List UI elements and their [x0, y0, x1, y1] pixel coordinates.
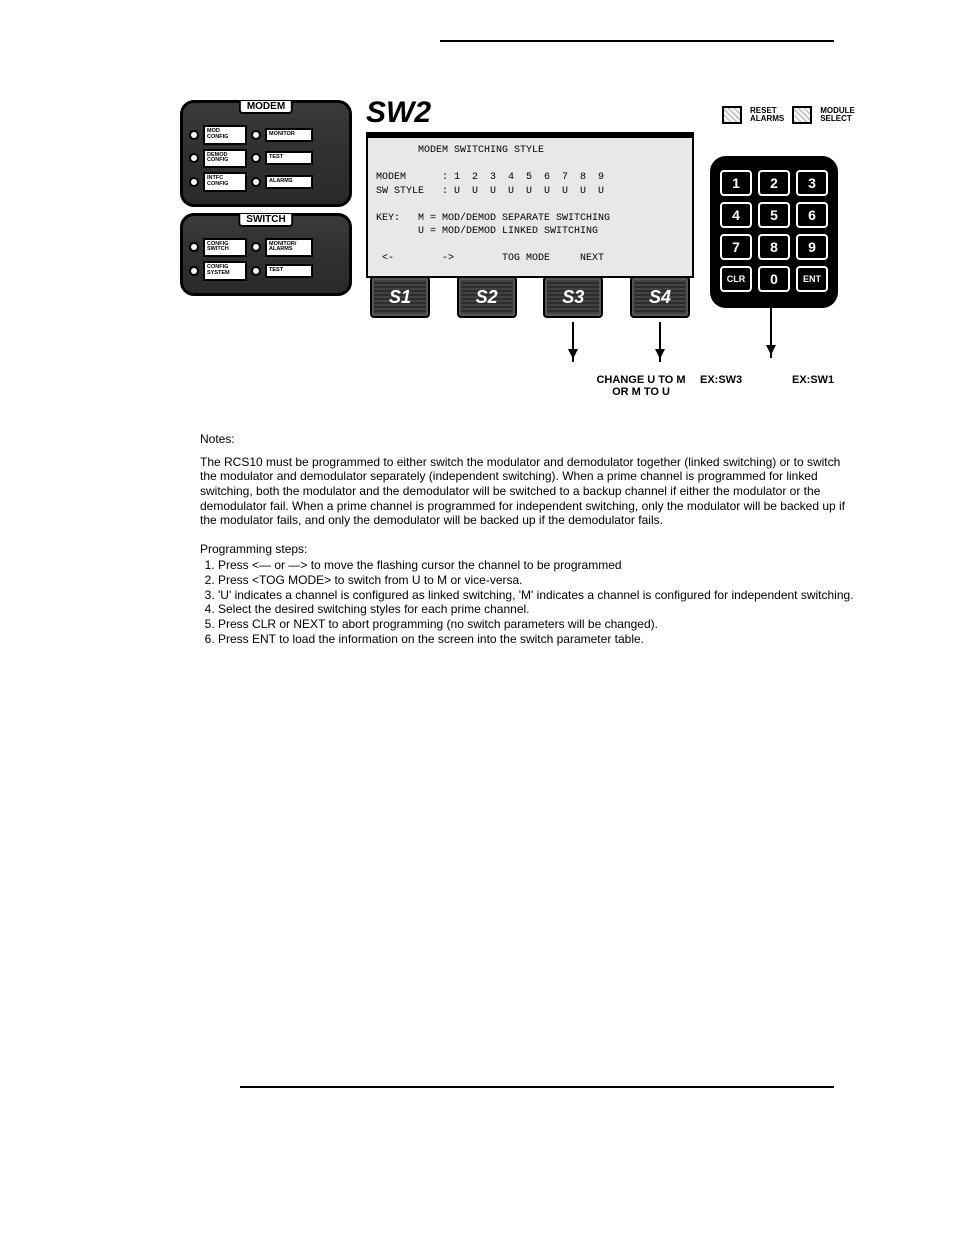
steps-heading: Programming steps: [200, 542, 854, 557]
softkey-row: S1 S2 S3 S4 [370, 276, 690, 362]
s4-button[interactable]: S4 [630, 276, 690, 318]
change-label: CHANGE U TO M OR M TO U [586, 374, 696, 398]
panel-row: INTFC CONFIG ALARMS [189, 172, 343, 192]
step-item: Select the desired switching styles for … [218, 602, 854, 617]
key-2[interactable]: 2 [758, 170, 790, 196]
s1-button[interactable]: S1 [370, 276, 430, 318]
step-item: Press ENT to load the information on the… [218, 632, 854, 647]
reset-module-group: RESET ALARMS MODULE SELECT [722, 106, 855, 124]
key-clr[interactable]: CLR [720, 266, 752, 292]
softkey-col: S3 [543, 276, 603, 362]
modem-panel-title: MODEM [239, 101, 293, 114]
monitor-button[interactable]: MONITOR [265, 128, 313, 142]
arrow-down-icon [770, 302, 772, 358]
sw2-heading: SW2 [366, 96, 431, 130]
panel-row: MOD CONFIG MONITOR [189, 125, 343, 145]
test-button[interactable]: TEST [265, 264, 313, 278]
alarms-button[interactable]: ALARMS [265, 175, 313, 189]
s2-button[interactable]: S2 [457, 276, 517, 318]
step-item: Press <TOG MODE> to switch from U to M o… [218, 573, 854, 588]
notes-heading: Notes: [200, 432, 854, 447]
steps-list: Press <— or —> to move the flashing curs… [200, 558, 854, 646]
figure-area: MODEM MOD CONFIG MONITOR DEMOD CONFIG TE… [170, 92, 894, 432]
lcd-line: KEY: M = MOD/DEMOD SEPARATE SWITCHING [376, 213, 610, 224]
led-icon [189, 266, 199, 276]
document-page: MODEM MOD CONFIG MONITOR DEMOD CONFIG TE… [0, 0, 954, 1235]
intfc-config-button[interactable]: INTFC CONFIG [203, 172, 247, 192]
softkey-col: S4 [630, 276, 690, 362]
reset-alarms-label: RESET ALARMS [750, 107, 784, 123]
lcd-line: <- -> TOG MODE NEXT [376, 253, 604, 264]
config-system-button[interactable]: CONFIG SYSTEM [203, 261, 247, 281]
reset-alarms-button[interactable] [722, 106, 742, 124]
lcd-line: MODEM SWITCHING STYLE [376, 145, 544, 156]
module-select-label: MODULE SELECT [820, 107, 855, 123]
lcd-display: MODEM SWITCHING STYLE MODEM : 1 2 3 4 5 … [366, 132, 694, 278]
ex-sw3-label: EX:SW3 [700, 374, 742, 386]
key-6[interactable]: 6 [796, 202, 828, 228]
lcd-line: MODEM : 1 2 3 4 5 6 7 8 9 [376, 172, 604, 183]
notes-section: Notes: The RCS10 must be programmed to e… [200, 432, 854, 646]
key-9[interactable]: 9 [796, 234, 828, 260]
test-button[interactable]: TEST [265, 151, 313, 165]
arrow-down-icon [659, 322, 661, 362]
arrow-down-icon [572, 322, 574, 362]
step-item: 'U' indicates a channel is configured as… [218, 588, 854, 603]
key-1[interactable]: 1 [720, 170, 752, 196]
softkey-col: S2 [457, 276, 517, 362]
key-3[interactable]: 3 [796, 170, 828, 196]
ex-sw1-label: EX:SW1 [792, 374, 834, 386]
mod-config-button[interactable]: MOD CONFIG [203, 125, 247, 145]
module-select-button[interactable] [792, 106, 812, 124]
panel-row: CONFIG SYSTEM TEST [189, 261, 343, 281]
led-icon [251, 242, 261, 252]
softkey-col: S1 [370, 276, 430, 362]
key-0[interactable]: 0 [758, 266, 790, 292]
led-icon [251, 130, 261, 140]
key-5[interactable]: 5 [758, 202, 790, 228]
lcd-line: SW STYLE : U U U U U U U U U [376, 186, 604, 197]
key-8[interactable]: 8 [758, 234, 790, 260]
led-icon [251, 153, 261, 163]
config-switch-button[interactable]: CONFIG SWITCH [203, 238, 247, 258]
control-panels: MODEM MOD CONFIG MONITOR DEMOD CONFIG TE… [180, 100, 352, 302]
led-icon [251, 177, 261, 187]
led-icon [189, 242, 199, 252]
key-7[interactable]: 7 [720, 234, 752, 260]
led-icon [189, 177, 199, 187]
key-4[interactable]: 4 [720, 202, 752, 228]
modem-panel: MODEM MOD CONFIG MONITOR DEMOD CONFIG TE… [180, 100, 352, 207]
switch-panel: SWITCH CONFIG SWITCH MONITOR/ ALARMS CON… [180, 213, 352, 296]
led-icon [189, 153, 199, 163]
keypad-grid: 1 2 3 4 5 6 7 8 9 CLR 0 ENT [720, 170, 828, 292]
step-item: Press CLR or NEXT to abort programming (… [218, 617, 854, 632]
lcd-line: U = MOD/DEMOD LINKED SWITCHING [376, 226, 598, 237]
demod-config-button[interactable]: DEMOD CONFIG [203, 149, 247, 169]
switch-panel-title: SWITCH [238, 214, 293, 227]
led-icon [189, 130, 199, 140]
notes-paragraph: The RCS10 must be programmed to either s… [200, 455, 854, 528]
keypad: 1 2 3 4 5 6 7 8 9 CLR 0 ENT [710, 156, 838, 308]
led-icon [251, 266, 261, 276]
bottom-rule [240, 1086, 834, 1088]
panel-row: CONFIG SWITCH MONITOR/ ALARMS [189, 238, 343, 258]
panel-row: DEMOD CONFIG TEST [189, 149, 343, 169]
s3-button[interactable]: S3 [543, 276, 603, 318]
key-ent[interactable]: ENT [796, 266, 828, 292]
monitor-alarms-button[interactable]: MONITOR/ ALARMS [265, 238, 313, 258]
top-rule [440, 40, 834, 42]
step-item: Press <— or —> to move the flashing curs… [218, 558, 854, 573]
